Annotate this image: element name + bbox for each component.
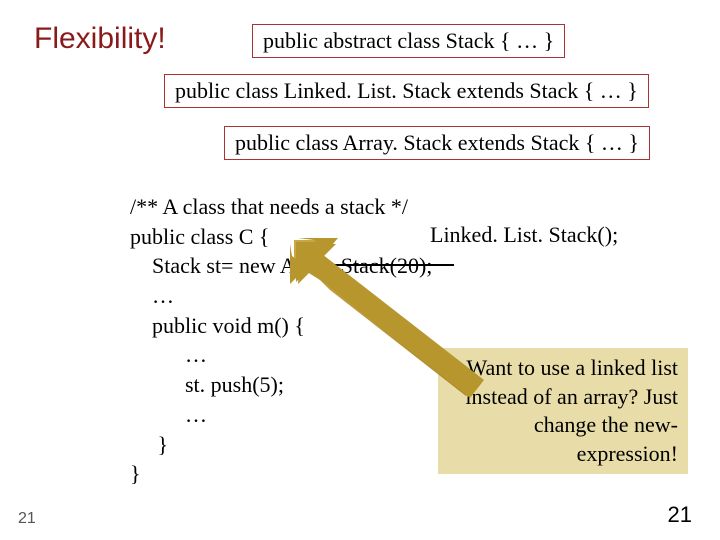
code-box-linkedlist: public class Linked. List. Stack extends… (164, 74, 649, 108)
code-example: /** A class that needs a stack */ public… (130, 192, 432, 489)
code-line: … (130, 340, 432, 370)
code-line: … (130, 400, 432, 430)
code-line: Stack st= new Array. Stack(20); (130, 251, 432, 281)
page-number-bottom-left: 21 (18, 510, 36, 528)
code-line: public class C { (130, 222, 432, 252)
code-line: } (130, 459, 432, 489)
strikethrough-line (296, 264, 454, 266)
page-number-bottom-right: 21 (668, 502, 692, 528)
callout-box: Want to use a linked list instead of an … (438, 348, 688, 474)
code-line: } (130, 430, 432, 460)
code-line: public void m() { (130, 311, 432, 341)
slide-title: Flexibility! (34, 22, 166, 56)
code-line: /** A class that needs a stack */ (130, 192, 432, 222)
code-line: … (130, 281, 432, 311)
code-line: st. push(5); (130, 370, 432, 400)
code-box-array: public class Array. Stack extends Stack … (224, 126, 650, 160)
replacement-text: Linked. List. Stack(); (430, 222, 618, 248)
code-box-abstract: public abstract class Stack { … } (252, 24, 565, 58)
